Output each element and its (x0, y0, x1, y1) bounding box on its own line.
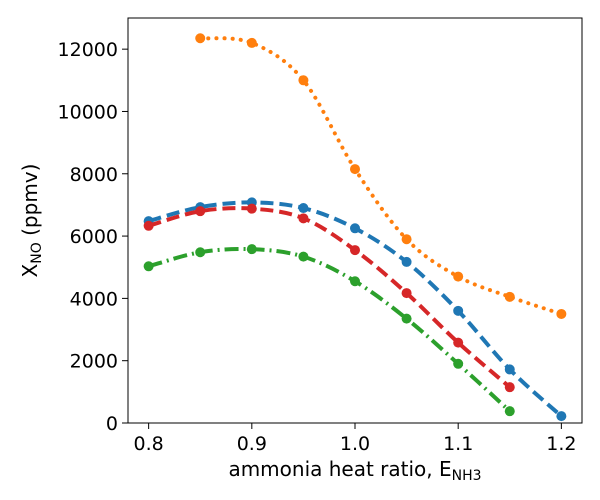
data-point (504, 364, 515, 375)
data-point (246, 203, 257, 214)
y-tick-label: 10000 (58, 101, 118, 123)
x-axis-label-main: ammonia heat ratio, E (228, 457, 451, 481)
data-point (401, 313, 412, 324)
data-point (246, 37, 257, 48)
data-point (401, 234, 412, 245)
data-point (401, 288, 412, 299)
x-tick-label: 0.9 (237, 433, 267, 455)
x-axis-label: ammonia heat ratio, ENH3 (228, 457, 481, 484)
x-tick-label: 1.1 (443, 433, 473, 455)
data-point (195, 247, 206, 258)
data-point (298, 251, 309, 262)
y-axis-label: XNO (ppmv) (18, 164, 45, 278)
data-point (246, 244, 257, 255)
series-line (148, 200, 563, 418)
y-tick-label: 12000 (58, 39, 118, 61)
data-point (298, 203, 309, 214)
y-axis-label-subscript: NO (29, 242, 45, 264)
data-point (195, 33, 206, 44)
data-point (504, 291, 515, 302)
data-point (556, 308, 567, 319)
data-point (453, 337, 464, 348)
series-1 (195, 33, 567, 319)
series-line (148, 206, 512, 389)
x-tick-label: 0.8 (134, 433, 164, 455)
y-tick-label: 4000 (70, 288, 118, 310)
data-point (298, 75, 309, 86)
data-point (504, 382, 515, 393)
data-point (453, 358, 464, 369)
data-point (556, 411, 567, 422)
y-axis-label-main: X (18, 263, 42, 277)
data-point (453, 271, 464, 282)
data-point (350, 164, 360, 175)
y-axis-ticks: 0 2000 4000 6000 8000 10000 12000 (58, 39, 128, 435)
data-point (350, 245, 360, 256)
y-axis-label-unit: (ppmv) (18, 164, 42, 243)
data-point (401, 256, 412, 267)
data-point (350, 276, 360, 287)
y-tick-label: 0 (106, 413, 118, 435)
x-axis-ticks: 0.8 0.9 1.0 1.1 1.2 (134, 423, 576, 455)
series-3 (143, 203, 515, 393)
data-point (453, 305, 464, 316)
data-point (143, 220, 154, 231)
x-tick-label: 1.0 (340, 433, 370, 455)
data-point (143, 261, 154, 272)
data-point (195, 206, 206, 217)
x-tick-label: 1.2 (546, 433, 576, 455)
series-line (198, 36, 564, 316)
data-point (504, 406, 515, 417)
series-4 (143, 244, 515, 417)
data-point (298, 213, 309, 224)
x-axis-label-subscript: NH3 (452, 468, 482, 484)
y-tick-label: 8000 (70, 164, 118, 186)
plot-frame (127, 17, 583, 424)
data-point (350, 223, 360, 234)
series-layer (143, 33, 567, 422)
series-2 (143, 197, 567, 422)
y-tick-label: 2000 (70, 351, 118, 373)
y-tick-label: 6000 (70, 226, 118, 248)
